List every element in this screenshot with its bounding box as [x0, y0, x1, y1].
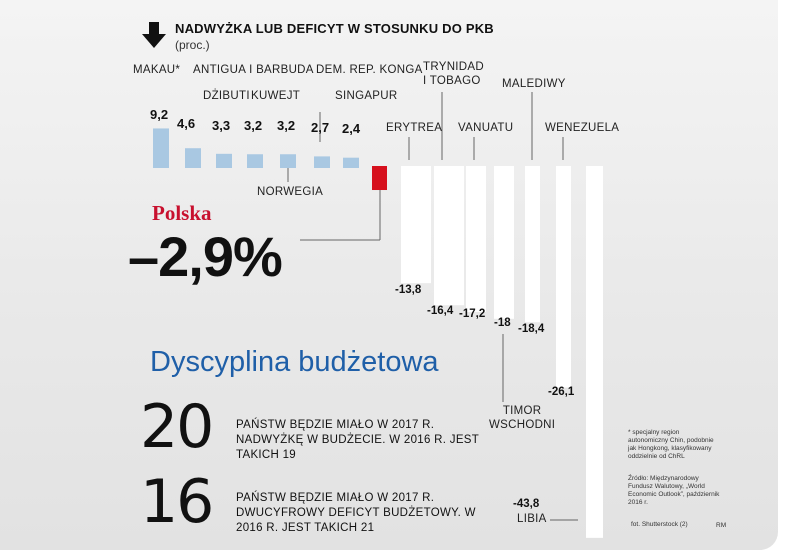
- bar-deficit: [466, 166, 486, 313]
- stat-number-deficit: 16: [140, 467, 214, 537]
- value-label: -18,4: [518, 323, 545, 335]
- bar-deficit: [434, 166, 464, 306]
- bar-surplus: [280, 154, 296, 168]
- category-label: DEM. REP. KONGA: [316, 63, 423, 77]
- value-label: -16,4: [427, 305, 454, 317]
- value-label: 2,7: [311, 120, 330, 135]
- category-label-line: WSCHODNI: [489, 419, 556, 431]
- category-label-line: VANUATU: [458, 122, 514, 134]
- category-label: MAKAU*: [133, 63, 180, 77]
- bar-surplus: [314, 156, 330, 168]
- chart-title: NADWYŻKA LUB DEFICYT W STOSUNKU DO PKB: [175, 21, 494, 36]
- category-label-line: ERYTREA: [386, 122, 443, 134]
- category-label-line: MAKAU*: [133, 64, 181, 76]
- category-label: SINGAPUR: [335, 89, 397, 103]
- arrow-down-icon: [142, 22, 166, 48]
- category-label-line: NORWEGIA: [257, 186, 324, 198]
- category-label-line: DŻIBUTI: [203, 90, 250, 102]
- value-label: 3,2: [277, 118, 296, 133]
- category-label-line: KUWEJT: [251, 90, 301, 102]
- bar-surplus: [343, 157, 359, 168]
- category-label-line: DEM. REP. KONGA: [316, 64, 423, 76]
- bar-deficit: [586, 166, 603, 538]
- chart-unit: (proc.): [175, 38, 210, 52]
- category-label: VANUATU: [458, 121, 513, 135]
- category-label: NORWEGIA: [257, 185, 323, 199]
- value-label: -26,1: [548, 386, 575, 398]
- footnote-special: * specjalny region autonomiczny Chin, po…: [628, 429, 714, 460]
- value-label: 9,2: [150, 107, 169, 122]
- category-label-line: ANTIGUA I BARBUDA: [193, 64, 314, 76]
- category-label-line: SINGAPUR: [335, 90, 398, 102]
- bar-deficit: [494, 166, 514, 319]
- author-initials: RM: [716, 522, 727, 529]
- value-label: 2,4: [342, 121, 361, 136]
- category-label: ERYTREA: [386, 121, 442, 135]
- bar-surplus: [153, 128, 169, 168]
- bar-deficit: [401, 166, 431, 284]
- bar-surplus: [185, 148, 201, 168]
- highlight-value: –2,9%: [128, 225, 283, 288]
- category-label: MALEDIWY: [502, 77, 566, 91]
- stat-number-surplus: 20: [140, 392, 214, 462]
- value-label: -13,8: [395, 284, 422, 296]
- category-label: TIMOR WSCHODNI: [489, 404, 555, 432]
- value-label: 3,3: [212, 118, 231, 133]
- bar-surplus: [216, 153, 232, 168]
- category-label: LIBIA: [517, 512, 547, 526]
- bar-poland: [372, 166, 387, 191]
- value-label: 3,2: [244, 118, 263, 133]
- category-label-line: I TOBAGO: [423, 75, 481, 87]
- category-label-line: WENEZUELA: [545, 122, 620, 134]
- category-label: ANTIGUA I BARBUDA: [193, 63, 314, 77]
- category-label-line: MALEDIWY: [502, 78, 566, 90]
- category-label: WENEZUELA: [545, 121, 619, 135]
- category-label-line: LIBIA: [517, 513, 547, 525]
- category-label: TRYNIDAD I TOBAGO: [423, 60, 484, 88]
- bar-deficit: [525, 166, 540, 323]
- bar-deficit: [556, 166, 571, 388]
- value-label: -43,8: [513, 498, 540, 510]
- value-label: 4,6: [177, 116, 196, 131]
- footnote-source: Źródło: Międzynarodowy Fundusz Walutowy,…: [628, 475, 720, 506]
- value-label: -17,2: [459, 308, 486, 320]
- photo-credit: fot. Shutterstock (2): [631, 521, 688, 528]
- category-label-line: TRYNIDAD: [423, 61, 484, 73]
- category-label: KUWEJT: [251, 89, 300, 103]
- stat-text-surplus: PAŃSTW BĘDZIE MIAŁO W 2017 R. NADWYŻKĘ W…: [236, 419, 479, 461]
- bar-surplus: [247, 154, 263, 168]
- highlight-country: Polska: [152, 201, 212, 225]
- stat-text-deficit: PAŃSTW BĘDZIE MIAŁO W 2017 R. DWUCYFROWY…: [236, 492, 476, 534]
- headline: Dyscyplina budżetowa: [150, 346, 439, 378]
- category-label: DŻIBUTI: [203, 89, 250, 103]
- category-label-line: TIMOR: [502, 405, 542, 417]
- value-label: -18: [494, 317, 511, 329]
